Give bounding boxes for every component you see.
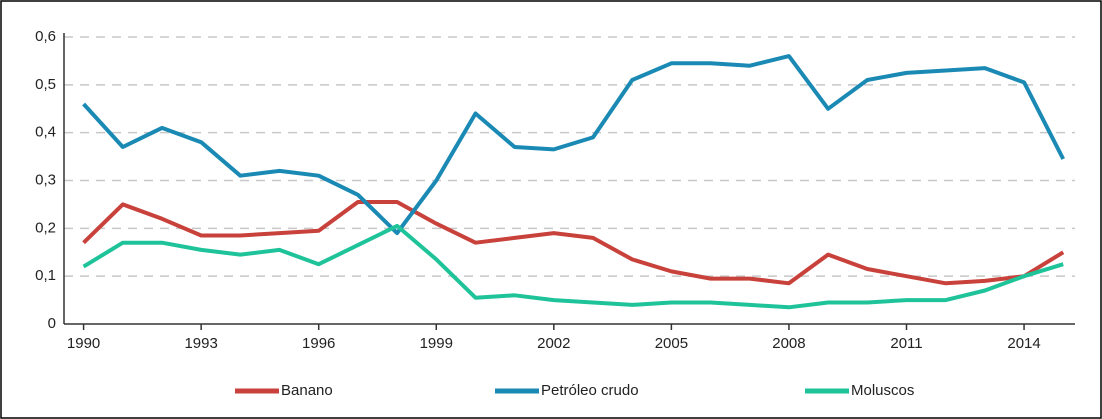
y-tick-label: 0,2 — [35, 219, 56, 236]
x-tick-label: 1993 — [184, 335, 217, 352]
x-tick-label: 2008 — [772, 335, 805, 352]
x-tick-label: 2005 — [655, 335, 688, 352]
x-tick-label: 2014 — [1007, 335, 1040, 352]
x-tick-label: 2011 — [890, 335, 922, 352]
x-tick-label: 1990 — [67, 335, 100, 352]
y-tick-label: 0,5 — [35, 76, 56, 93]
y-tick-label: 0,3 — [35, 171, 56, 188]
x-tick-label: 1996 — [302, 335, 335, 352]
y-tick-label: 0,4 — [35, 124, 56, 141]
series-line — [82, 223, 1064, 310]
y-tick-label: 0,6 — [35, 28, 56, 45]
legend-label: Petróleo crudo — [541, 382, 639, 399]
series-line — [82, 200, 1065, 286]
legend-label: Banano — [281, 382, 333, 399]
series-line — [82, 54, 1065, 236]
x-tick-label: 2002 — [537, 335, 570, 352]
legend-label: Moluscos — [851, 382, 914, 399]
y-tick-label: 0 — [48, 315, 56, 332]
x-tick-label: 1999 — [420, 335, 453, 352]
y-tick-label: 0,1 — [35, 267, 56, 284]
